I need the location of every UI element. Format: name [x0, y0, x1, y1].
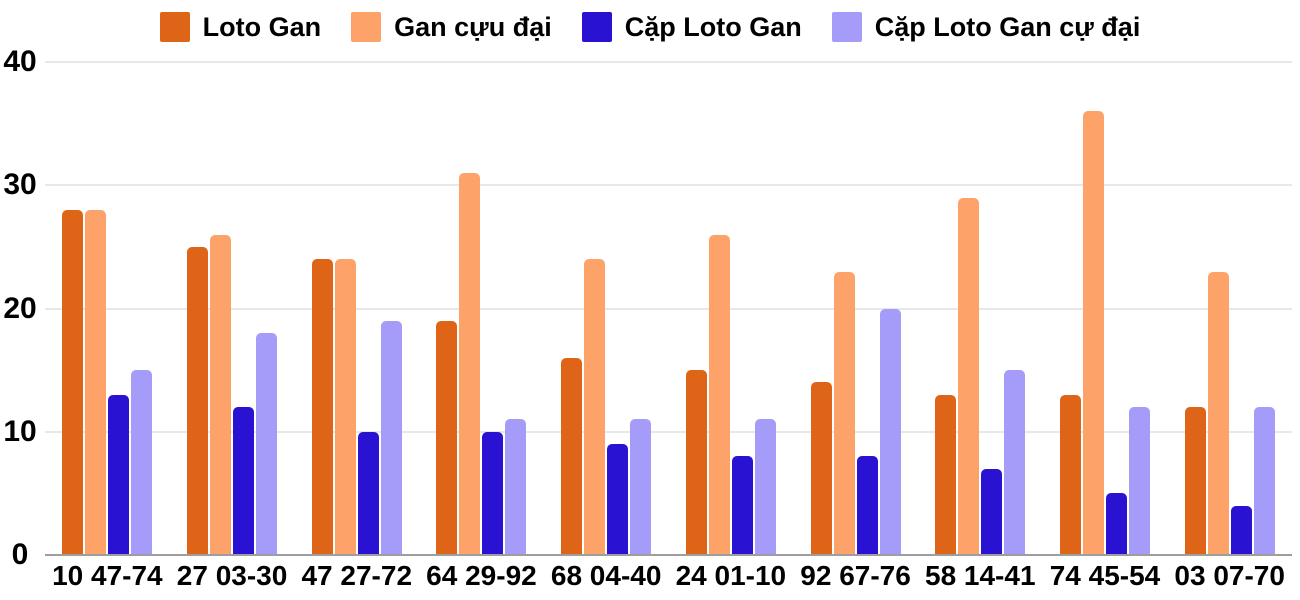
bar[interactable]	[810, 382, 832, 555]
legend-item: Cặp Loto Gan	[581, 11, 802, 43]
bar[interactable]	[935, 394, 957, 555]
bar[interactable]	[108, 394, 130, 555]
bar-group: 68 04-40	[544, 62, 669, 591]
bar-group: 03 07-70	[1167, 62, 1292, 591]
legend-label: Cặp Loto Gan cự đại	[874, 11, 1141, 42]
bar[interactable]	[1004, 370, 1026, 555]
plot-area: 10 47-74 27 03-30 47 27-72 64 29-92 68 04-40…	[45, 62, 1292, 591]
bar[interactable]	[856, 456, 878, 555]
bar[interactable]	[85, 209, 107, 555]
grid	[45, 61, 1292, 556]
bar[interactable]	[505, 419, 527, 555]
bar[interactable]	[357, 431, 379, 555]
bar[interactable]	[607, 444, 629, 555]
bar[interactable]	[233, 407, 255, 555]
y-axis-tick-label: 10	[3, 414, 37, 448]
legend-label: Loto Gan	[202, 11, 322, 42]
bar-group: 74 45-54	[1043, 62, 1168, 591]
y-axis-tick-label: 0	[11, 538, 29, 571]
legend-swatch-icon	[831, 12, 862, 42]
gridline	[45, 307, 1292, 310]
bar[interactable]	[1082, 111, 1104, 555]
x-axis-label: 47 27-72	[301, 560, 413, 591]
bar[interactable]	[380, 320, 402, 555]
bar[interactable]	[187, 246, 209, 555]
bar[interactable]	[685, 370, 707, 555]
bar[interactable]	[981, 468, 1003, 555]
bar[interactable]	[561, 357, 583, 555]
x-axis-label: 64 29-92	[426, 560, 537, 591]
bar-group: 47 27-72	[294, 62, 419, 591]
legend-item: Loto Gan	[159, 11, 322, 43]
x-axis-label: 58 14-41	[924, 560, 1036, 591]
gridline	[45, 61, 1292, 63]
bar-group: 24 01-10	[669, 62, 794, 591]
legend-label: Gan cựu đại	[394, 11, 552, 42]
bar[interactable]	[833, 271, 855, 555]
x-axis-label: 24 01-10	[675, 560, 787, 591]
bar[interactable]	[1128, 407, 1150, 555]
gridline	[45, 184, 1292, 187]
bar[interactable]	[62, 209, 84, 555]
bar[interactable]	[1059, 394, 1081, 555]
x-axis-label: 10 47-74	[52, 560, 163, 591]
legend-item: Cặp Loto Gan cự đại	[831, 11, 1141, 43]
legend-swatch-icon	[581, 12, 612, 42]
y-axis: 40 30 20 10 0	[0, 47, 42, 570]
bar[interactable]	[1105, 493, 1127, 555]
bar-group: 92 67-76	[793, 62, 918, 591]
y-axis-tick-label: 20	[3, 291, 37, 325]
x-axis-baseline	[45, 554, 1292, 556]
bar[interactable]	[1253, 407, 1275, 555]
bar[interactable]	[210, 234, 232, 555]
bar-group: 58 14-41	[918, 62, 1043, 591]
bar[interactable]	[754, 419, 776, 555]
y-axis-tick-label: 30	[3, 168, 37, 202]
bar[interactable]	[311, 259, 333, 555]
legend-label: Cặp Loto Gan	[624, 11, 802, 42]
x-axis-label: 68 04-40	[550, 560, 662, 591]
bar[interactable]	[1207, 271, 1229, 555]
gridline	[45, 430, 1292, 433]
bar-group: 64 29-92	[419, 62, 544, 591]
bar[interactable]	[131, 370, 153, 555]
x-axis-label: 03 07-70	[1174, 560, 1285, 591]
bar-group: 10 47-74	[45, 62, 170, 591]
bar[interactable]	[630, 419, 652, 555]
bar[interactable]	[482, 431, 504, 555]
bar[interactable]	[879, 308, 901, 555]
x-axis-label: 92 67-76	[800, 560, 911, 591]
x-axis-label: 27 03-30	[176, 560, 288, 591]
bar[interactable]	[1184, 407, 1206, 555]
bar[interactable]	[256, 333, 278, 555]
bar[interactable]	[1230, 505, 1252, 555]
bar[interactable]	[731, 456, 753, 555]
legend-item: Gan cựu đại	[351, 12, 552, 43]
bar[interactable]	[436, 320, 458, 555]
bar[interactable]	[708, 234, 730, 555]
bar[interactable]	[584, 259, 606, 555]
bar[interactable]	[958, 197, 980, 555]
legend: Loto Gan Gan cựu đại Cặp Loto Gan Cặp Loto …	[0, 8, 1300, 46]
legend-swatch-icon	[351, 12, 382, 42]
bar-group: 27 03-30	[170, 62, 295, 591]
bar[interactable]	[334, 259, 356, 555]
y-axis-tick-label: 40	[3, 45, 37, 78]
bar[interactable]	[459, 172, 481, 555]
legend-swatch-icon	[159, 12, 190, 42]
x-axis-label: 74 45-54	[1049, 560, 1161, 591]
